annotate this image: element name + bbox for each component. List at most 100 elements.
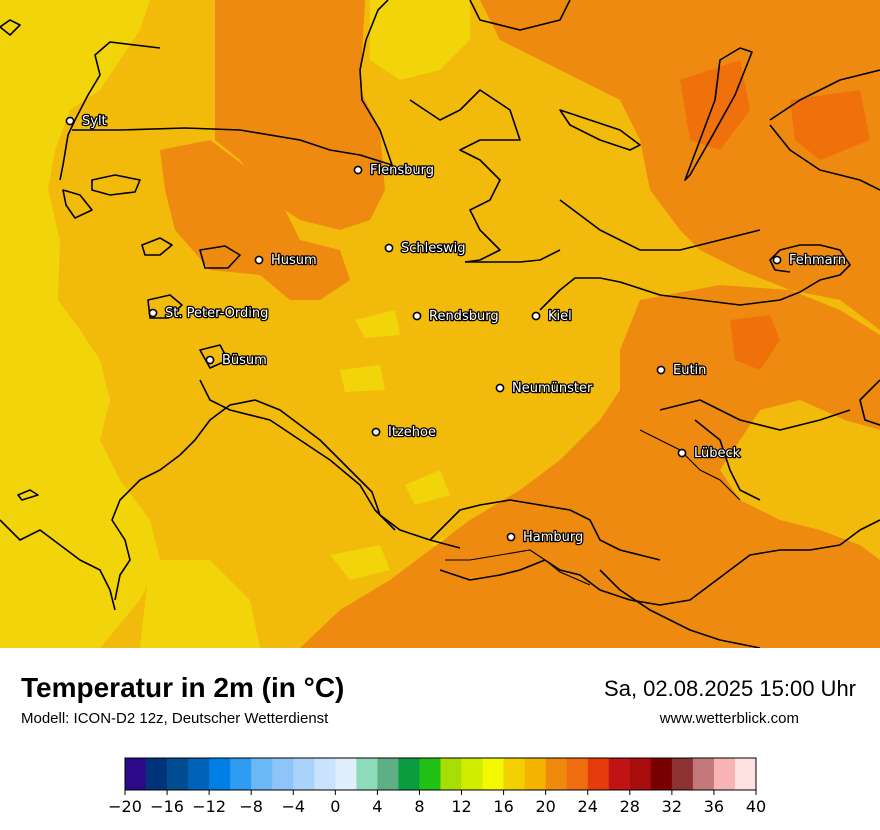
colorbar-cell (587, 758, 610, 790)
colorbar-tick-label: −8 (239, 797, 263, 816)
city-label: Kiel (548, 309, 572, 324)
city-neumünster: Neumünster (495, 380, 594, 397)
forecast-datetime: Sa, 02.08.2025 15:00 Uhr (604, 676, 856, 701)
colorbar-cell (440, 758, 462, 790)
colorbar-cells (125, 758, 757, 790)
city-schleswig: Schleswig (384, 240, 467, 257)
colorbar-cell (503, 758, 526, 790)
colorbar-cell (125, 758, 147, 790)
city-label: Flensburg (370, 163, 434, 178)
colorbar-cell (692, 758, 715, 790)
colorbar-cell (461, 758, 483, 790)
colorbar-tick-label: −4 (281, 797, 305, 816)
cool-temperature-zones (0, 0, 510, 648)
website-link[interactable]: www.wetterblick.com (659, 710, 799, 727)
colorbar-cell (398, 758, 420, 790)
city-label: Eutin (673, 363, 706, 378)
city-label: Itzehoe (388, 425, 436, 440)
temperature-map[interactable]: Sylt Flensburg Schleswig Husum St. Peter-Ord… (0, 0, 880, 648)
city-hamburg: Hamburg (506, 529, 585, 546)
colorbar-cell (482, 758, 504, 790)
colorbar-ticks: −20 −16 −12 −8 −4 0 4 8 12 16 20 24 28 32 36 40 (108, 790, 766, 816)
city-label: Schleswig (401, 241, 466, 256)
city-sylt: Sylt (65, 113, 108, 130)
city-eutin: Eutin (656, 362, 708, 379)
colorbar-frame (124, 757, 757, 791)
colorbar-cell (293, 758, 315, 790)
city-büsum: Büsum (205, 352, 268, 369)
city-marker-dot (506, 532, 516, 542)
colorbar-cell (335, 758, 357, 790)
city-marker-dot (531, 311, 541, 321)
colorbar-cell (251, 758, 273, 790)
colorbar-tick-label: −16 (150, 797, 184, 816)
coastlines (0, 0, 880, 648)
map-canvas: Sylt Flensburg Schleswig Husum St. Peter-Ord… (0, 0, 880, 648)
colorbar-cell (713, 758, 736, 790)
city-label: Husum (271, 253, 317, 268)
city-label: Fehmarn (789, 253, 846, 268)
colorbar-cell (671, 758, 694, 790)
colorbar-cell (314, 758, 336, 790)
city-marker-dot (205, 355, 215, 365)
city-rendsburg: Rendsburg (412, 308, 500, 325)
colorbar-tick-label: 28 (620, 797, 640, 816)
colorbar-tick-label: 36 (704, 797, 724, 816)
city-flensburg: Flensburg (353, 162, 435, 179)
colorbar-tick-label: −20 (108, 797, 142, 816)
city-st-peter-ording: St. Peter-Ording (148, 305, 270, 322)
city-marker-dot (148, 308, 158, 318)
map-footer: Temperatur in 2m (in °C) Modell: ICON-D2… (0, 648, 880, 830)
temperature-colorbar: −20 −16 −12 −8 −4 0 4 8 12 16 20 24 28 32 36 40 (108, 757, 766, 816)
colorbar-tick-label: 24 (578, 797, 598, 816)
colorbar-cell (356, 758, 378, 790)
city-fehmarn: Fehmarn (772, 252, 847, 269)
city-label: Hamburg (523, 530, 583, 545)
city-husum: Husum (254, 252, 318, 269)
colorbar-cell (230, 758, 252, 790)
colorbar-cell (419, 758, 441, 790)
state-borders (445, 429, 741, 586)
city-marker-dot (254, 255, 264, 265)
colorbar-tick-label: 32 (662, 797, 682, 816)
city-marker-dot (772, 255, 782, 265)
city-lübeck: Lübeck (677, 445, 742, 462)
colorbar-cell (272, 758, 294, 790)
colorbar-cell (566, 758, 589, 790)
colorbar-cell (524, 758, 547, 790)
city-label: St. Peter-Ording (165, 306, 268, 321)
city-label: Büsum (222, 353, 267, 368)
city-kiel: Kiel (531, 308, 573, 325)
model-source-label: Modell: ICON-D2 12z, Deutscher Wetterdie… (21, 710, 329, 727)
city-marker-dot (353, 165, 363, 175)
colorbar-tick-label: 20 (535, 797, 555, 816)
city-markers: Sylt Flensburg Schleswig Husum St. Peter-Ord… (65, 113, 847, 546)
colorbar-tick-label: −12 (192, 797, 226, 816)
city-marker-dot (65, 116, 75, 126)
colorbar-cell (629, 758, 652, 790)
colorbar-cell (188, 758, 210, 790)
colorbar-cell (209, 758, 231, 790)
city-marker-dot (656, 365, 666, 375)
colorbar-tick-label: 8 (414, 797, 424, 816)
colorbar-cell (545, 758, 568, 790)
colorbar-cell (734, 758, 757, 790)
city-marker-dot (371, 427, 381, 437)
colorbar-cell (167, 758, 189, 790)
city-marker-dot (412, 311, 422, 321)
colorbar-cell (377, 758, 399, 790)
colorbar-tick-label: 40 (746, 797, 766, 816)
city-label: Sylt (82, 114, 107, 129)
city-itzehoe: Itzehoe (371, 424, 437, 441)
hot-temperature-zones (680, 60, 870, 370)
colorbar-cell (608, 758, 631, 790)
city-marker-dot (495, 383, 505, 393)
map-title: Temperatur in 2m (in °C) (21, 672, 345, 703)
colorbar-cell (650, 758, 673, 790)
warm-temperature-zones (160, 0, 880, 648)
city-marker-dot (384, 243, 394, 253)
colorbar-tick-label: 16 (493, 797, 513, 816)
colorbar-tick-label: 4 (372, 797, 382, 816)
colorbar-tick-label: 0 (330, 797, 340, 816)
city-label: Neumünster (512, 381, 593, 396)
